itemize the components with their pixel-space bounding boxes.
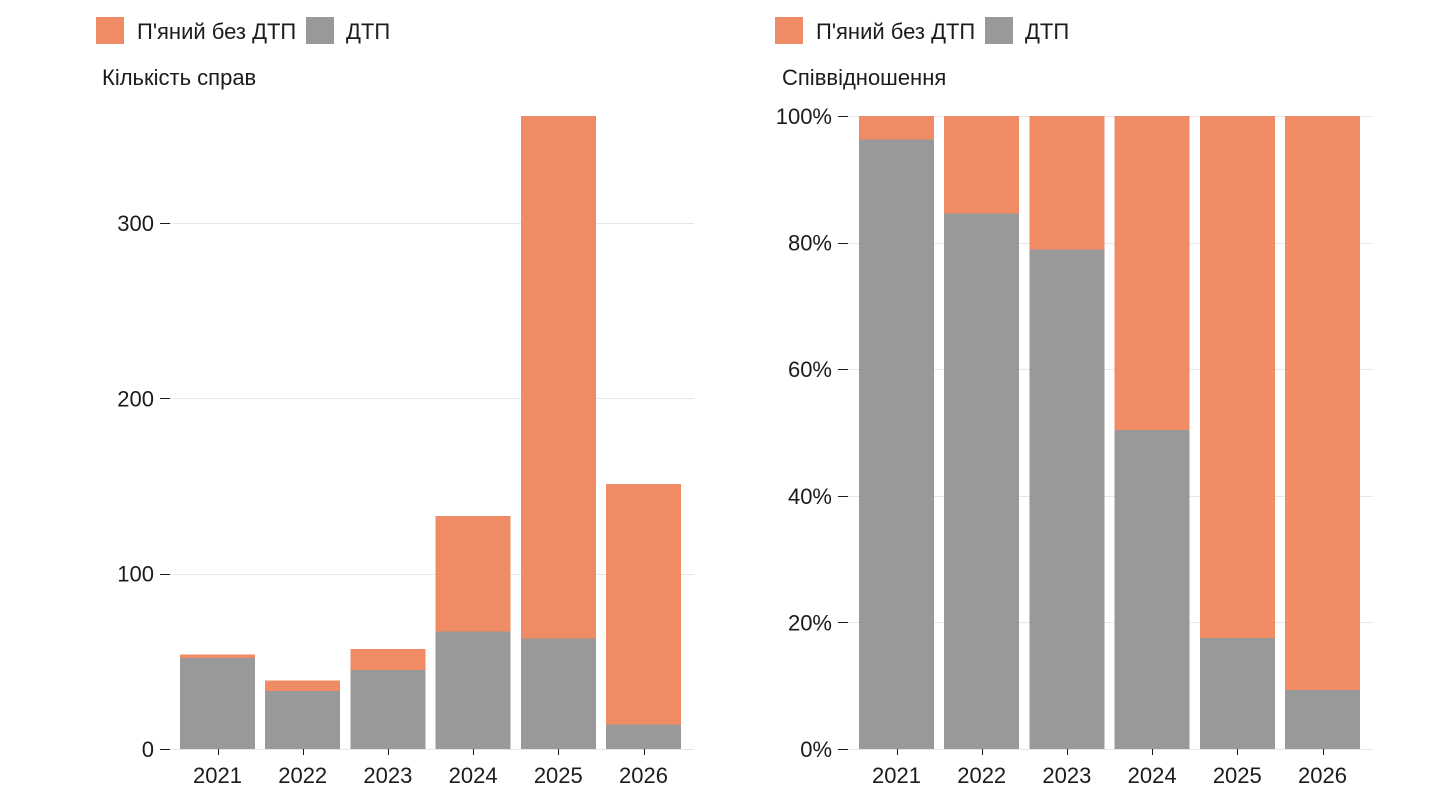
legend: П'яний без ДТП ДТП — [96, 17, 390, 44]
count-bar-2025-accident — [520, 638, 596, 749]
ratio-bar-2022-drunk-no-accident — [944, 116, 1020, 214]
y-axis-label: Кількість справ — [102, 65, 256, 90]
x-axis: 2021 2022 2023 2024 2025 2026 — [193, 749, 668, 788]
x-tick-label: 2025 — [534, 763, 583, 788]
count-bar-2022-accident — [265, 691, 341, 749]
x-tick-label: 2021 — [193, 763, 242, 788]
count-bar-2025-drunk-no-accident — [520, 116, 596, 639]
y-tick-label: 200 — [117, 386, 154, 411]
y-axis-label: Співвідношення — [782, 65, 946, 90]
y-tick-label: 60% — [788, 357, 832, 382]
legend-label-drunk-no-accident: П'яний без ДТП — [137, 19, 296, 44]
legend-swatch-drunk-no-accident — [775, 17, 803, 44]
count-bar-2023-accident — [350, 670, 426, 749]
count-bar-2026-accident — [606, 724, 681, 749]
count-bar-2021-accident — [180, 657, 255, 749]
x-tick-label: 2021 — [872, 763, 921, 788]
ratio-bar-2023-drunk-no-accident — [1029, 116, 1105, 250]
x-tick-label: 2023 — [1042, 763, 1091, 788]
y-tick-label: 0% — [800, 737, 832, 762]
x-tick-label: 2022 — [278, 763, 327, 788]
legend-swatch-drunk-no-accident — [96, 17, 124, 44]
x-axis: 2021 2022 2023 2024 2025 2026 — [872, 749, 1347, 788]
legend-swatch-accident — [306, 17, 334, 44]
legend-swatch-accident — [985, 17, 1013, 44]
x-tick-label: 2024 — [1128, 763, 1177, 788]
bars — [859, 116, 1360, 750]
ratio-bar-2026-accident — [1285, 690, 1360, 749]
y-tick-label: 300 — [117, 211, 154, 236]
ratio-bar-2023-accident — [1029, 249, 1105, 750]
x-tick-label: 2022 — [957, 763, 1006, 788]
ratio-bar-2024-accident — [1114, 429, 1190, 749]
y-tick-label: 40% — [788, 484, 832, 509]
x-tick-label: 2026 — [1298, 763, 1347, 788]
ratio-bar-2025-drunk-no-accident — [1199, 116, 1275, 639]
count-bar-2021-drunk-no-accident — [180, 654, 255, 658]
x-tick-label: 2026 — [619, 763, 668, 788]
plot-area: 0%20%40%60%80%100%2021 2022 2023 2024 2025 20… — [776, 104, 1373, 788]
ratio-bar-2021-accident — [859, 139, 934, 749]
y-tick-label: 100% — [776, 104, 832, 129]
y-tick-label: 0 — [142, 737, 154, 762]
legend-label-drunk-no-accident: П'яний без ДТП — [816, 19, 975, 44]
ratio-bar-2021-drunk-no-accident — [859, 116, 934, 140]
plot-area: 0 100 200 300 2021 2022 2023 2024 2025 2026 — [117, 116, 694, 788]
y-tick-label: 20% — [788, 610, 832, 635]
legend-label-accident: ДТП — [1025, 19, 1069, 44]
y-axis: 0% 20% 40% 60% 80% 100% — [776, 104, 848, 762]
count-bar-2023-drunk-no-accident — [350, 649, 426, 671]
y-tick-label: 80% — [788, 231, 832, 256]
x-tick-label: 2024 — [449, 763, 498, 788]
chart-ratio: П'яний без ДТП ДТП Співвідношення 0% 20% 4… — [775, 17, 1373, 788]
legend-label-accident: ДТП — [346, 19, 390, 44]
count-bar-2026-drunk-no-accident — [606, 484, 681, 725]
ratio-bar-2022-accident — [944, 213, 1020, 749]
x-tick-label: 2023 — [363, 763, 412, 788]
count-bar-2024-drunk-no-accident — [435, 515, 511, 632]
count-bar-2024-accident — [435, 631, 511, 749]
legend: П'яний без ДТП ДТП — [775, 17, 1069, 44]
ratio-bar-2025-accident — [1199, 638, 1275, 749]
x-tick-label: 2025 — [1213, 763, 1262, 788]
y-tick-label: 100 — [117, 562, 154, 587]
count-bar-2022-drunk-no-accident — [265, 680, 341, 692]
y-axis: 0 100 200 300 — [117, 211, 170, 762]
ratio-bar-2024-drunk-no-accident — [1114, 116, 1190, 430]
bars — [180, 116, 681, 749]
chart-case-count: П'яний без ДТП ДТП Кількість справ 0 100 2… — [96, 17, 694, 788]
ratio-bar-2026-drunk-no-accident — [1285, 116, 1360, 691]
